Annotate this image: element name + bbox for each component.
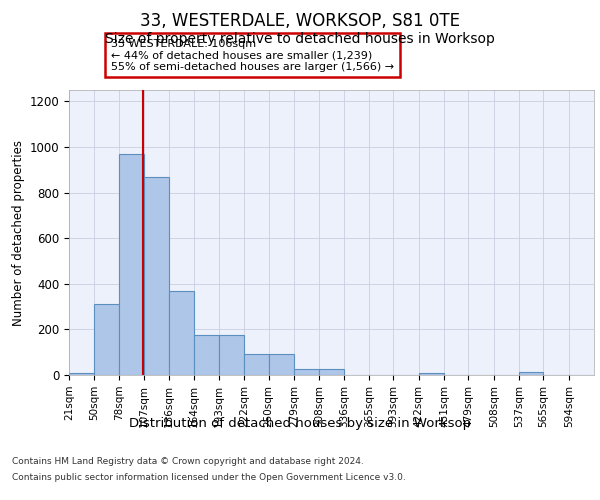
Bar <box>219 335 244 375</box>
Bar <box>194 335 219 375</box>
Text: 33, WESTERDALE, WORKSOP, S81 0TE: 33, WESTERDALE, WORKSOP, S81 0TE <box>140 12 460 30</box>
Bar <box>69 372 94 375</box>
Bar <box>269 354 294 375</box>
Bar <box>519 372 544 375</box>
Text: Contains public sector information licensed under the Open Government Licence v3: Contains public sector information licen… <box>12 472 406 482</box>
Bar <box>319 370 344 375</box>
Text: Size of property relative to detached houses in Worksop: Size of property relative to detached ho… <box>105 32 495 46</box>
Bar <box>419 372 444 375</box>
Bar <box>119 154 144 375</box>
Text: Distribution of detached houses by size in Worksop: Distribution of detached houses by size … <box>129 418 471 430</box>
Bar <box>94 304 119 375</box>
Bar <box>244 354 269 375</box>
Text: 33 WESTERDALE: 106sqm
← 44% of detached houses are smaller (1,239)
55% of semi-d: 33 WESTERDALE: 106sqm ← 44% of detached … <box>111 38 394 72</box>
Text: Contains HM Land Registry data © Crown copyright and database right 2024.: Contains HM Land Registry data © Crown c… <box>12 458 364 466</box>
Bar <box>144 176 169 375</box>
Y-axis label: Number of detached properties: Number of detached properties <box>13 140 25 326</box>
Bar <box>169 290 194 375</box>
Bar <box>294 370 319 375</box>
